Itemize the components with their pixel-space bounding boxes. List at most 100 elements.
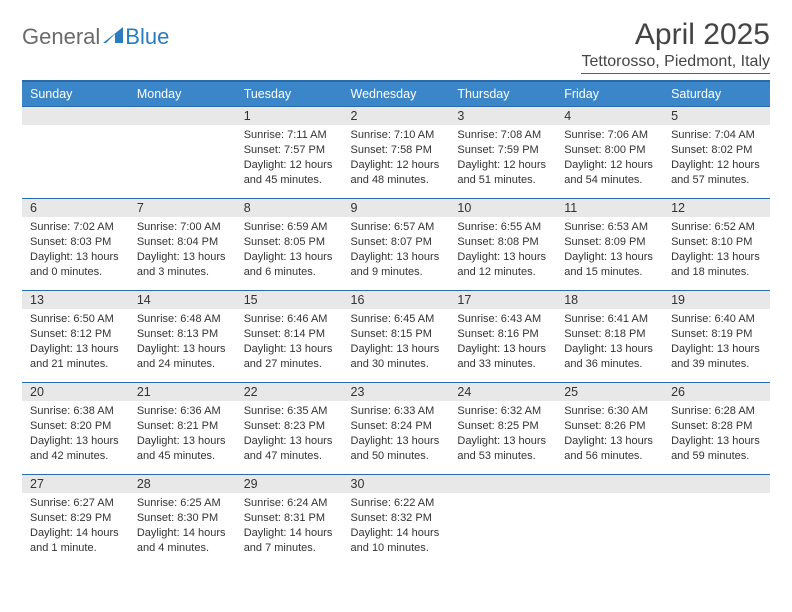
day-number: 28 [129, 475, 236, 493]
calendar-cell: 3Sunrise: 7:08 AMSunset: 7:59 PMDaylight… [449, 107, 556, 199]
sunset-line: Sunset: 7:57 PM [244, 143, 335, 158]
daylight-line: Daylight: 13 hours and 6 minutes. [244, 250, 335, 280]
calendar-cell: 18Sunrise: 6:41 AMSunset: 8:18 PMDayligh… [556, 291, 663, 383]
day-body: Sunrise: 6:24 AMSunset: 8:31 PMDaylight:… [236, 493, 343, 561]
day-body: Sunrise: 7:06 AMSunset: 8:00 PMDaylight:… [556, 125, 663, 193]
calendar-cell: 10Sunrise: 6:55 AMSunset: 8:08 PMDayligh… [449, 199, 556, 291]
brand-logo: General Blue [22, 18, 169, 50]
calendar-cell: 1Sunrise: 7:11 AMSunset: 7:57 PMDaylight… [236, 107, 343, 199]
day-number [556, 475, 663, 493]
calendar-cell: 9Sunrise: 6:57 AMSunset: 8:07 PMDaylight… [343, 199, 450, 291]
calendar-cell [663, 475, 770, 567]
calendar-cell: 11Sunrise: 6:53 AMSunset: 8:09 PMDayligh… [556, 199, 663, 291]
sunset-line: Sunset: 8:28 PM [671, 419, 762, 434]
daylight-line: Daylight: 13 hours and 27 minutes. [244, 342, 335, 372]
daylight-line: Daylight: 12 hours and 48 minutes. [351, 158, 442, 188]
day-number: 10 [449, 199, 556, 217]
sunset-line: Sunset: 8:16 PM [457, 327, 548, 342]
weekday-header: Friday [556, 81, 663, 107]
sunrise-line: Sunrise: 7:06 AM [564, 128, 655, 143]
sunrise-line: Sunrise: 7:11 AM [244, 128, 335, 143]
calendar-cell: 6Sunrise: 7:02 AMSunset: 8:03 PMDaylight… [22, 199, 129, 291]
calendar-cell: 5Sunrise: 7:04 AMSunset: 8:02 PMDaylight… [663, 107, 770, 199]
daylight-line: Daylight: 13 hours and 56 minutes. [564, 434, 655, 464]
day-body [556, 493, 663, 502]
sunset-line: Sunset: 8:04 PM [137, 235, 228, 250]
day-number: 14 [129, 291, 236, 309]
daylight-line: Daylight: 14 hours and 7 minutes. [244, 526, 335, 556]
day-number: 20 [22, 383, 129, 401]
calendar-cell: 17Sunrise: 6:43 AMSunset: 8:16 PMDayligh… [449, 291, 556, 383]
day-number: 12 [663, 199, 770, 217]
calendar-cell: 28Sunrise: 6:25 AMSunset: 8:30 PMDayligh… [129, 475, 236, 567]
calendar-row: 27Sunrise: 6:27 AMSunset: 8:29 PMDayligh… [22, 475, 770, 567]
sunset-line: Sunset: 8:20 PM [30, 419, 121, 434]
day-body [449, 493, 556, 502]
day-body: Sunrise: 6:53 AMSunset: 8:09 PMDaylight:… [556, 217, 663, 285]
day-number: 26 [663, 383, 770, 401]
weekday-header: Saturday [663, 81, 770, 107]
daylight-line: Daylight: 13 hours and 12 minutes. [457, 250, 548, 280]
daylight-line: Daylight: 14 hours and 4 minutes. [137, 526, 228, 556]
daylight-line: Daylight: 13 hours and 0 minutes. [30, 250, 121, 280]
day-number: 2 [343, 107, 450, 125]
sunset-line: Sunset: 8:25 PM [457, 419, 548, 434]
day-number: 18 [556, 291, 663, 309]
calendar-cell: 12Sunrise: 6:52 AMSunset: 8:10 PMDayligh… [663, 199, 770, 291]
day-body: Sunrise: 7:08 AMSunset: 7:59 PMDaylight:… [449, 125, 556, 193]
calendar-cell: 30Sunrise: 6:22 AMSunset: 8:32 PMDayligh… [343, 475, 450, 567]
sunrise-line: Sunrise: 6:50 AM [30, 312, 121, 327]
sunset-line: Sunset: 8:07 PM [351, 235, 442, 250]
day-body: Sunrise: 6:46 AMSunset: 8:14 PMDaylight:… [236, 309, 343, 377]
sunrise-line: Sunrise: 7:10 AM [351, 128, 442, 143]
day-body: Sunrise: 6:28 AMSunset: 8:28 PMDaylight:… [663, 401, 770, 469]
calendar-cell: 23Sunrise: 6:33 AMSunset: 8:24 PMDayligh… [343, 383, 450, 475]
sunrise-line: Sunrise: 7:04 AM [671, 128, 762, 143]
weekday-header: Wednesday [343, 81, 450, 107]
sunset-line: Sunset: 8:23 PM [244, 419, 335, 434]
day-body: Sunrise: 6:30 AMSunset: 8:26 PMDaylight:… [556, 401, 663, 469]
day-body: Sunrise: 6:33 AMSunset: 8:24 PMDaylight:… [343, 401, 450, 469]
daylight-line: Daylight: 13 hours and 15 minutes. [564, 250, 655, 280]
calendar-cell: 20Sunrise: 6:38 AMSunset: 8:20 PMDayligh… [22, 383, 129, 475]
day-number: 19 [663, 291, 770, 309]
calendar-cell: 2 Sunrise: 7:10 AMSunset: 7:58 PMDaylight… [343, 107, 450, 199]
sunrise-line: Sunrise: 6:53 AM [564, 220, 655, 235]
calendar-row: 6Sunrise: 7:02 AMSunset: 8:03 PMDaylight… [22, 199, 770, 291]
sunrise-line: Sunrise: 7:08 AM [457, 128, 548, 143]
day-number: 4 [556, 107, 663, 125]
calendar-cell [22, 107, 129, 199]
calendar-cell: 4Sunrise: 7:06 AMSunset: 8:00 PMDaylight… [556, 107, 663, 199]
day-body: Sunrise: 6:59 AMSunset: 8:05 PMDaylight:… [236, 217, 343, 285]
sunset-line: Sunset: 8:18 PM [564, 327, 655, 342]
day-body: Sunrise: 6:48 AMSunset: 8:13 PMDaylight:… [129, 309, 236, 377]
daylight-line: Daylight: 13 hours and 21 minutes. [30, 342, 121, 372]
sunset-line: Sunset: 7:59 PM [457, 143, 548, 158]
daylight-line: Daylight: 13 hours and 9 minutes. [351, 250, 442, 280]
sunset-line: Sunset: 8:19 PM [671, 327, 762, 342]
day-number: 5 [663, 107, 770, 125]
day-body: Sunrise: 6:22 AMSunset: 8:32 PMDaylight:… [343, 493, 450, 561]
sunrise-line: Sunrise: 6:35 AM [244, 404, 335, 419]
day-body: Sunrise: 6:32 AMSunset: 8:25 PMDaylight:… [449, 401, 556, 469]
sunset-line: Sunset: 8:31 PM [244, 511, 335, 526]
daylight-line: Daylight: 13 hours and 59 minutes. [671, 434, 762, 464]
day-number: 23 [343, 383, 450, 401]
brand-part2: Blue [125, 24, 169, 50]
day-number: 13 [22, 291, 129, 309]
weekday-header: Thursday [449, 81, 556, 107]
calendar-table: SundayMondayTuesdayWednesdayThursdayFrid… [22, 80, 770, 567]
sunrise-line: Sunrise: 6:59 AM [244, 220, 335, 235]
calendar-cell: 14Sunrise: 6:48 AMSunset: 8:13 PMDayligh… [129, 291, 236, 383]
day-body: Sunrise: 7:04 AMSunset: 8:02 PMDaylight:… [663, 125, 770, 193]
sunrise-line: Sunrise: 6:33 AM [351, 404, 442, 419]
title-block: April 2025 Tettorosso, Piedmont, Italy [581, 18, 770, 74]
sunset-line: Sunset: 7:58 PM [351, 143, 442, 158]
daylight-line: Daylight: 13 hours and 36 minutes. [564, 342, 655, 372]
daylight-line: Daylight: 13 hours and 3 minutes. [137, 250, 228, 280]
day-number: 7 [129, 199, 236, 217]
calendar-cell: 29Sunrise: 6:24 AMSunset: 8:31 PMDayligh… [236, 475, 343, 567]
sunrise-line: Sunrise: 6:57 AM [351, 220, 442, 235]
calendar-row: 13Sunrise: 6:50 AMSunset: 8:12 PMDayligh… [22, 291, 770, 383]
daylight-line: Daylight: 14 hours and 10 minutes. [351, 526, 442, 556]
